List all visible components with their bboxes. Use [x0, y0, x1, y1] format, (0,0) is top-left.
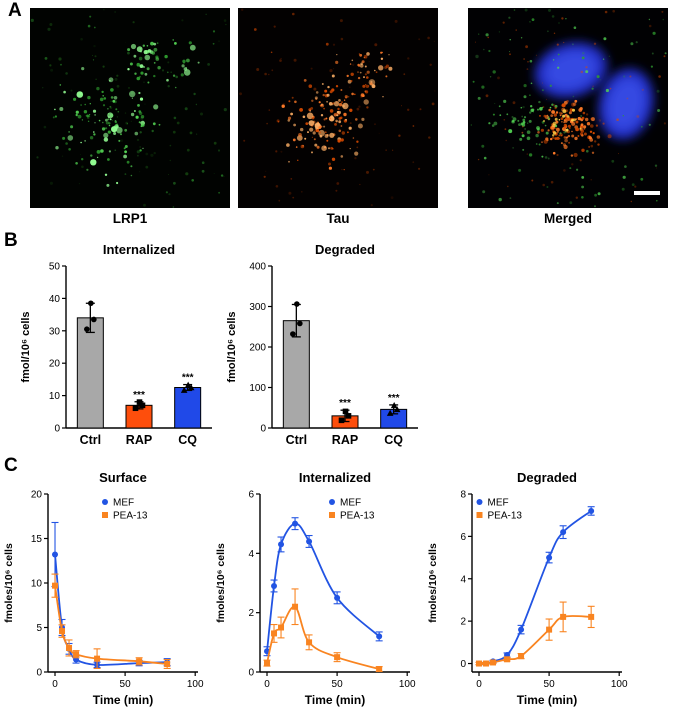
svg-text:Time (min): Time (min): [517, 693, 577, 707]
svg-text:10: 10: [31, 579, 43, 590]
svg-text:Internalized: Internalized: [299, 470, 371, 485]
svg-text:300: 300: [249, 302, 266, 313]
svg-text:40: 40: [49, 294, 61, 305]
svg-text:5: 5: [36, 623, 42, 634]
svg-text:4: 4: [248, 549, 254, 560]
svg-text:Surface: Surface: [99, 470, 147, 485]
svg-text:2: 2: [460, 617, 466, 628]
svg-text:Time (min): Time (min): [305, 693, 365, 707]
svg-text:fmoles/10⁶ cells: fmoles/10⁶ cells: [215, 543, 227, 623]
svg-text:***: ***: [133, 390, 145, 401]
svg-text:RAP: RAP: [126, 433, 152, 447]
svg-text:100: 100: [249, 383, 266, 394]
line-chart-degraded: Degraded fmoles/10⁶ cells 0 2 4 6 8 0 50 100 Time …: [426, 468, 638, 725]
svg-text:CQ: CQ: [384, 433, 403, 447]
internalized-line-chart: Internalized fmoles/10⁶ cells 0 2 4 6 0 50 100 Ti…: [215, 470, 416, 707]
svg-text:fmoles/10⁶ cells: fmoles/10⁶ cells: [427, 543, 439, 623]
svg-text:200: 200: [249, 343, 266, 354]
panel-c-label: C: [4, 455, 18, 476]
svg-text:50: 50: [544, 679, 556, 690]
svg-text:2: 2: [248, 608, 254, 619]
svg-text:100: 100: [611, 679, 628, 690]
panel-a-label: A: [8, 0, 22, 21]
svg-text:Degraded: Degraded: [315, 242, 375, 257]
degraded-line-chart: Degraded fmoles/10⁶ cells 0 2 4 6 8 0 50 100 Time …: [427, 470, 628, 707]
svg-text:8: 8: [460, 490, 466, 501]
svg-text:fmoles/10⁶ cells: fmoles/10⁶ cells: [3, 543, 15, 623]
micrograph-merged: [468, 8, 668, 208]
svg-text:30: 30: [49, 326, 61, 337]
bar-chart-internalized: Internalized fmol/10⁶ cells 0 10 20 30 40 50 Ctr…: [18, 240, 230, 469]
caption-lrp1: LRP1: [112, 211, 148, 226]
svg-text:MEF: MEF: [113, 498, 134, 509]
svg-text:10: 10: [49, 391, 61, 402]
svg-text:6: 6: [248, 490, 254, 501]
svg-text:0: 0: [476, 679, 482, 690]
svg-text:MEF: MEF: [488, 498, 509, 509]
svg-text:50: 50: [120, 679, 132, 690]
svg-text:Degraded: Degraded: [517, 470, 577, 485]
internalized-bar-chart: Internalized fmol/10⁶ cells 0 10 20 30 40 50 Ctr…: [20, 242, 212, 447]
svg-text:0: 0: [54, 424, 60, 435]
svg-text:Time (min): Time (min): [93, 693, 153, 707]
svg-text:6: 6: [460, 532, 466, 543]
svg-text:100: 100: [399, 679, 416, 690]
svg-text:50: 50: [49, 262, 61, 273]
svg-text:fmol/10⁶ cells: fmol/10⁶ cells: [20, 311, 32, 382]
svg-text:Internalized: Internalized: [103, 242, 175, 257]
svg-text:0: 0: [52, 679, 58, 690]
svg-text:MEF: MEF: [340, 498, 361, 509]
caption-tau: Tau: [326, 211, 350, 226]
surface-line-chart: Surface fmoles/10⁶ cells 0 5 10 15 20 0 50 100 Tim…: [3, 470, 204, 707]
svg-text:PEA-13: PEA-13: [113, 511, 148, 522]
caption-merged: Merged: [543, 211, 592, 226]
lrp1-fluorescence-image: [30, 8, 230, 208]
panel-b-label: B: [4, 230, 18, 251]
svg-text:4: 4: [460, 574, 466, 585]
svg-text:100: 100: [187, 679, 204, 690]
svg-text:Ctrl: Ctrl: [80, 433, 102, 447]
svg-text:***: ***: [339, 398, 351, 409]
svg-text:0: 0: [260, 424, 266, 435]
svg-text:PEA-13: PEA-13: [340, 511, 375, 522]
line-chart-surface: Surface fmoles/10⁶ cells 0 5 10 15 20 0 50 100 Tim…: [2, 468, 214, 725]
degraded-bar-chart: Degraded fmol/10⁶ cells 0 100 200 300 400 Ctrl *…: [226, 242, 418, 447]
svg-text:Ctrl: Ctrl: [286, 433, 308, 447]
svg-text:50: 50: [332, 679, 344, 690]
micrograph-lrp1: [30, 8, 230, 208]
svg-text:0: 0: [36, 668, 42, 679]
svg-text:15: 15: [31, 534, 43, 545]
svg-text:fmol/10⁶ cells: fmol/10⁶ cells: [226, 311, 238, 382]
svg-text:0: 0: [264, 679, 270, 690]
svg-text:***: ***: [388, 393, 400, 404]
bar-chart-degraded: Degraded fmol/10⁶ cells 0 100 200 300 400 Ctrl *…: [224, 240, 436, 469]
svg-text:20: 20: [49, 359, 61, 370]
merged-fluorescence-image: [468, 8, 668, 208]
micrograph-tau: [238, 8, 438, 208]
svg-text:***: ***: [182, 373, 194, 384]
svg-text:RAP: RAP: [332, 433, 358, 447]
svg-text:0: 0: [460, 659, 466, 670]
svg-text:0: 0: [248, 668, 254, 679]
svg-text:400: 400: [249, 262, 266, 273]
svg-text:PEA-13: PEA-13: [488, 511, 523, 522]
tau-fluorescence-image: [238, 8, 438, 208]
line-chart-internalized: Internalized fmoles/10⁶ cells 0 2 4 6 0 50 100 Ti…: [214, 468, 426, 725]
svg-text:CQ: CQ: [178, 433, 197, 447]
svg-text:20: 20: [31, 490, 43, 501]
